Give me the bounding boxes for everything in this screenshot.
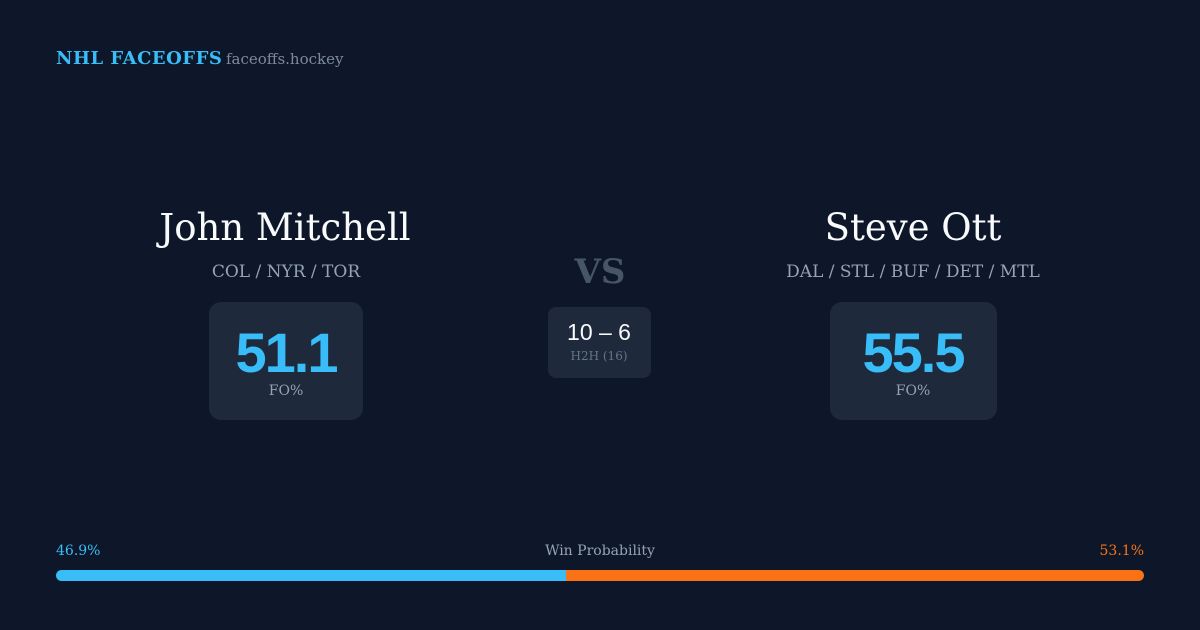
fo-value: 51.1: [235, 321, 339, 384]
player-name: Steve Ott: [824, 206, 1002, 249]
brand: NHL FACEOFFS: [56, 48, 223, 69]
player-teams: DAL / STL / BUF / DET / MTL: [786, 262, 1040, 282]
h2h-card: 10 – 6 H2H (16): [548, 307, 651, 378]
player-name: John Mitchell: [159, 206, 411, 249]
fo-label: FO%: [268, 383, 304, 399]
stat-card: 51.1 FO%: [209, 302, 363, 420]
win-prob-segment: [56, 570, 567, 581]
win-prob-left: 46.9%: [56, 543, 101, 559]
win-prob-segment: [566, 570, 1144, 581]
site: faceoffs.hockey: [226, 50, 344, 68]
fo-label: FO%: [895, 383, 931, 399]
versus: VS: [574, 252, 626, 292]
win-prob-right: 53.1%: [1099, 543, 1144, 559]
stat-card: 55.5 FO%: [830, 302, 997, 420]
h2h-score: 10 – 6: [567, 319, 631, 345]
player-teams: COL / NYR / TOR: [211, 262, 361, 282]
fo-value: 55.5: [862, 321, 966, 384]
win-prob-title: Win Probability: [545, 543, 655, 559]
win-prob-bar: [56, 570, 1144, 581]
h2h-label: H2H (16): [570, 349, 628, 363]
